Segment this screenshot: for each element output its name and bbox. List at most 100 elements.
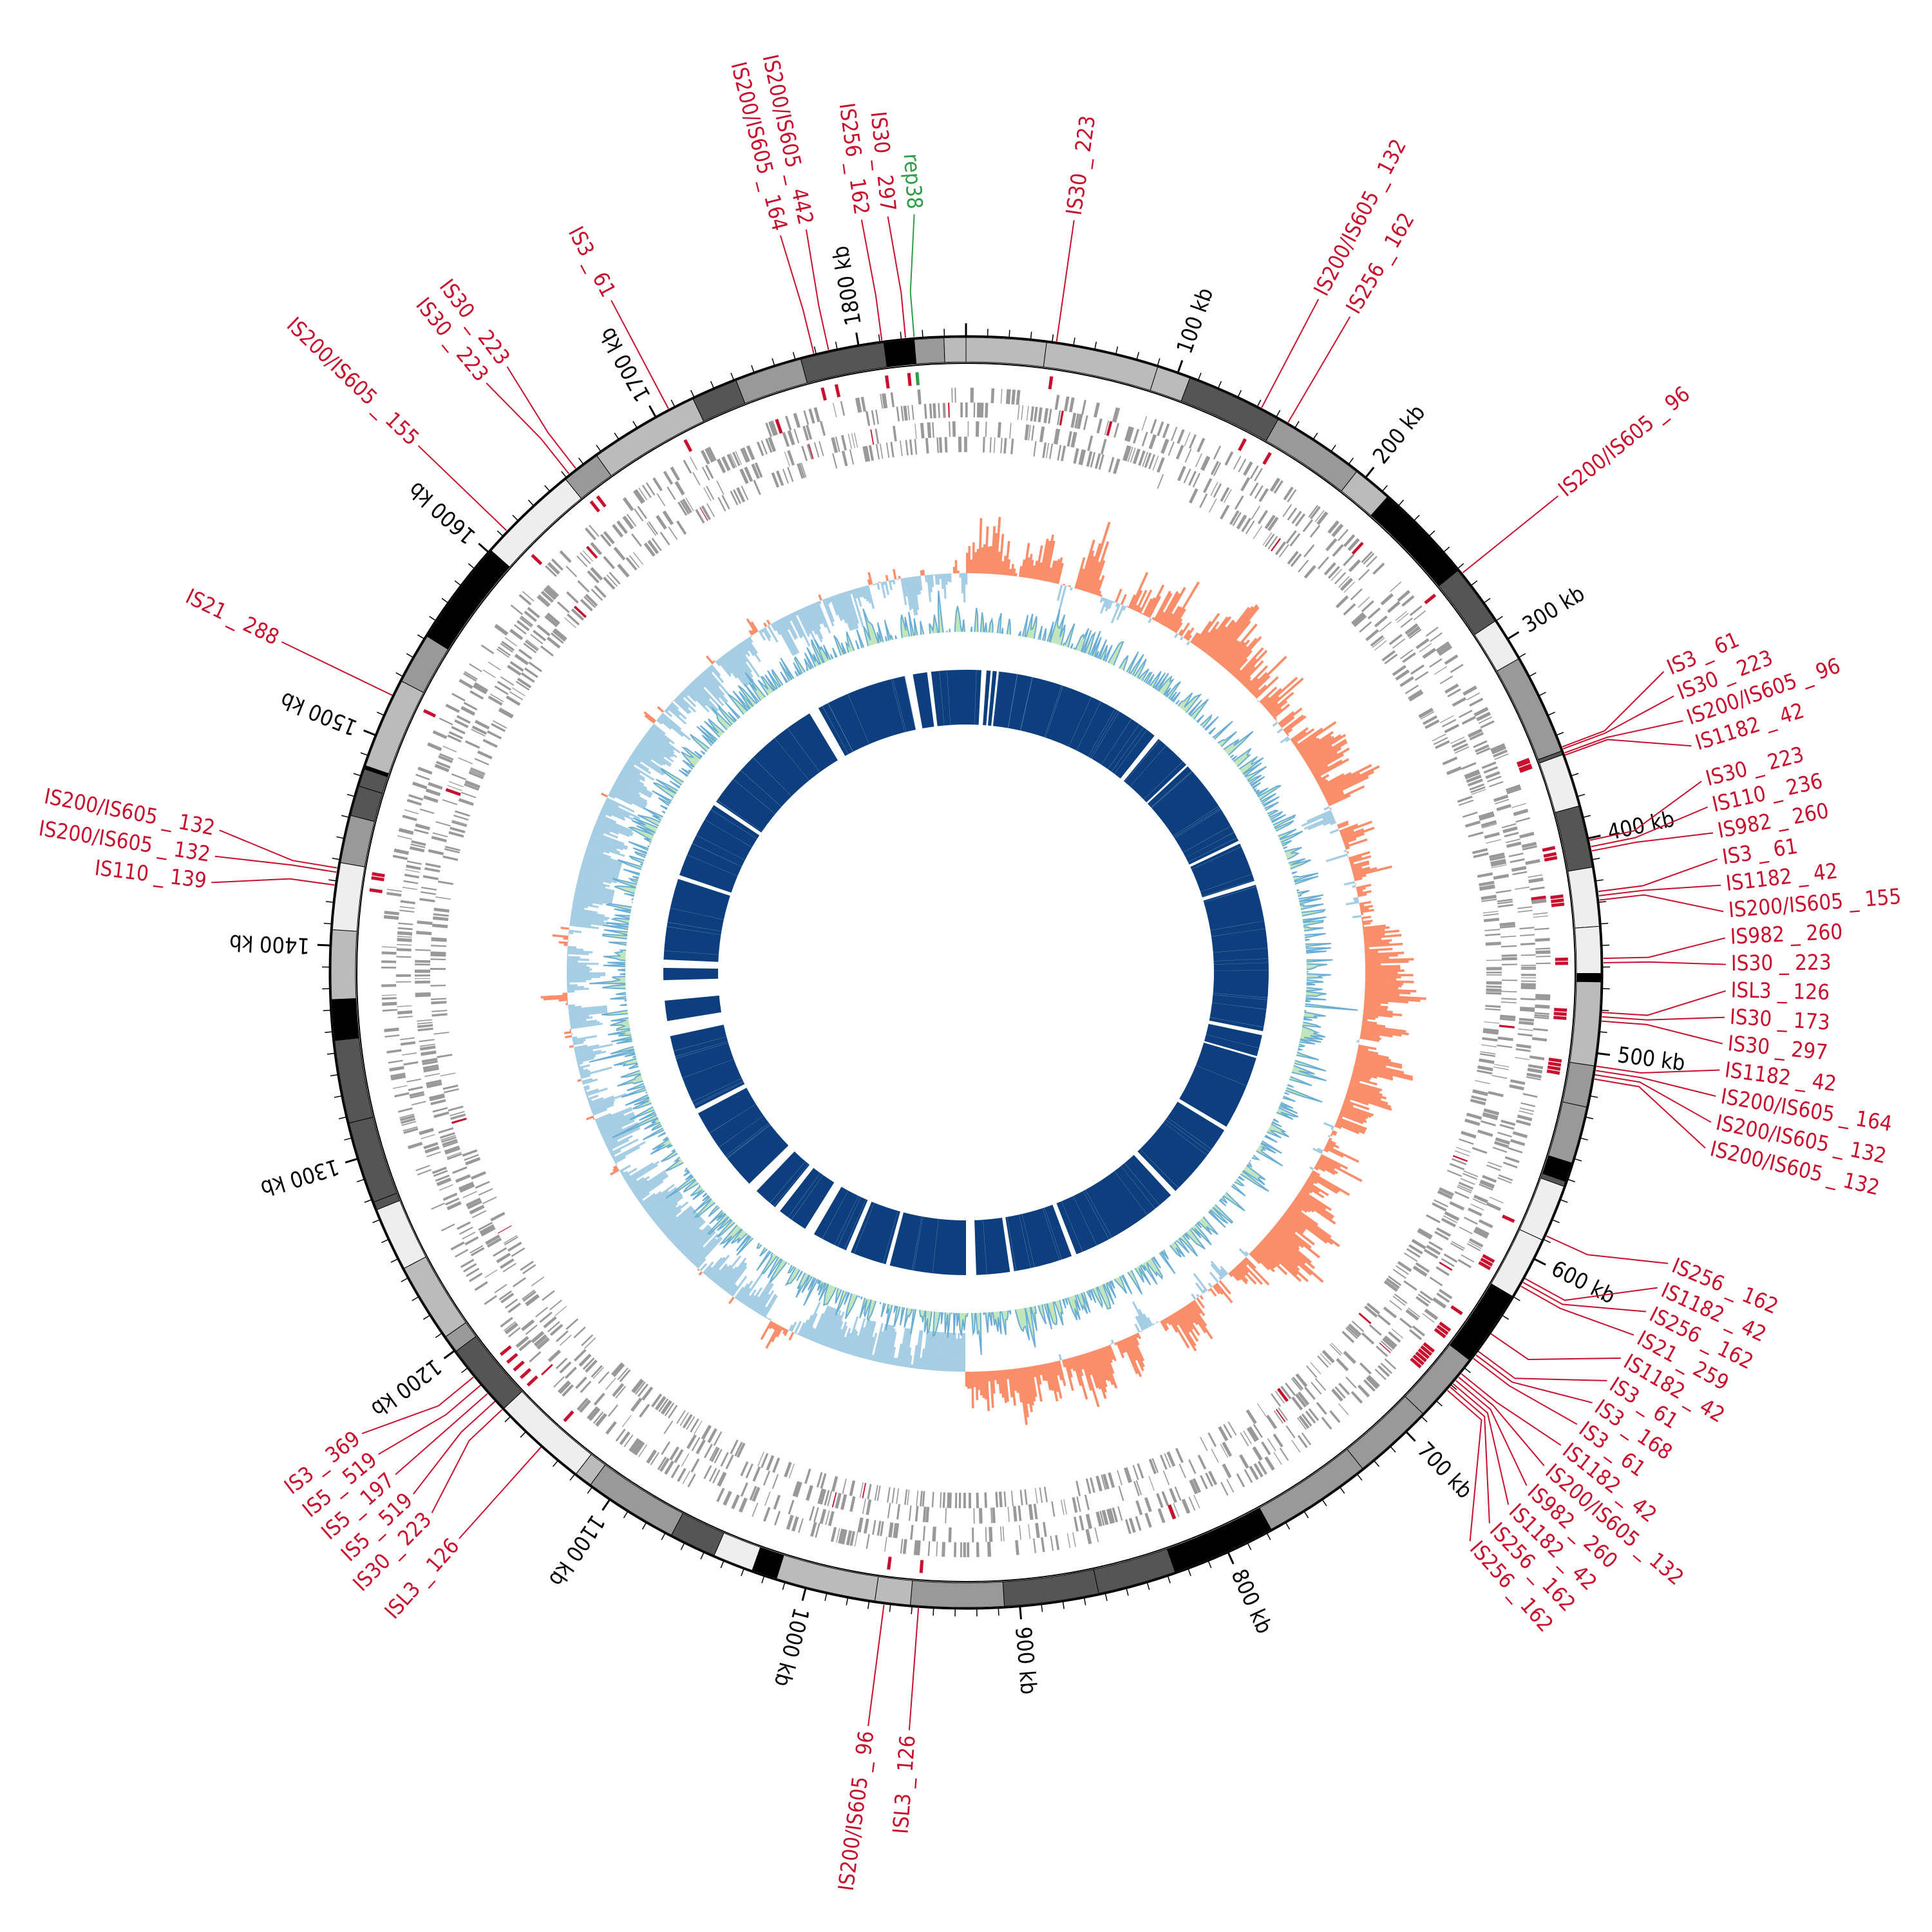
gene-feature — [1179, 1463, 1186, 1479]
gene-feature — [459, 1226, 473, 1235]
gene-feature — [1481, 820, 1497, 828]
gc-skew-bar — [707, 667, 714, 674]
gc-skew-bar — [583, 1086, 591, 1091]
gene-feature — [1519, 1110, 1534, 1115]
gene-feature — [1473, 1194, 1489, 1204]
gene-feature — [1063, 1499, 1067, 1515]
gene-feature — [1470, 1203, 1484, 1211]
gc-skew-bar — [611, 1150, 621, 1157]
gene-feature — [723, 1490, 732, 1506]
gene-feature — [1501, 954, 1517, 957]
gene-feature — [1418, 707, 1434, 718]
gc-skew-bar — [1160, 1320, 1168, 1332]
gene-feature — [700, 450, 710, 465]
gene-feature — [1090, 451, 1096, 468]
gene-feature — [920, 1490, 923, 1507]
gene-feature — [875, 444, 880, 460]
gc-skew-bar — [569, 925, 570, 928]
gene-feature — [1210, 482, 1218, 497]
gene-feature — [386, 1049, 402, 1054]
gc-skew-bar — [799, 608, 818, 645]
gene-feature — [1072, 432, 1077, 448]
gc-skew-bar — [1347, 1090, 1388, 1105]
gene-feature — [1399, 676, 1414, 687]
gc-skew-bar — [750, 635, 752, 638]
element-marker — [596, 495, 607, 508]
gene-feature — [1267, 516, 1279, 531]
gene-feature — [757, 1452, 764, 1466]
gc-skew-bar — [1246, 677, 1259, 690]
gc-skew-bar — [577, 1079, 582, 1083]
element-marker — [907, 372, 912, 386]
gene-feature — [384, 911, 399, 916]
gc-skew-bar — [1290, 727, 1309, 741]
gene-feature — [851, 433, 856, 449]
gene-feature — [564, 1367, 577, 1379]
gc-skew-bar — [1361, 1028, 1402, 1037]
gc-skew-bar — [1094, 579, 1101, 595]
element-leader-line — [1458, 1376, 1545, 1466]
gene-feature — [396, 974, 412, 977]
gc-skew-bar — [652, 1196, 683, 1222]
gene-feature — [1515, 817, 1531, 823]
gc-skew-bar — [558, 941, 568, 944]
gene-feature — [433, 1111, 450, 1118]
gc-skew-bar — [820, 1308, 837, 1345]
gc-skew-bar — [620, 1170, 625, 1175]
gene-feature — [1072, 1497, 1078, 1513]
gc-skew-bar — [625, 761, 655, 781]
gc-skew-bar — [1365, 980, 1414, 983]
gene-feature — [784, 451, 790, 467]
gene-feature — [1377, 1314, 1391, 1326]
gc-skew-bar — [627, 1179, 638, 1187]
gene-feature — [1501, 980, 1517, 981]
gene-feature — [736, 487, 746, 503]
gc-skew-bar — [1334, 1124, 1342, 1130]
gc-skew-bar — [1189, 1302, 1208, 1327]
gene-feature — [400, 1037, 415, 1041]
gene-feature — [1351, 612, 1364, 624]
gc-skew-bar — [1347, 855, 1349, 858]
gene-feature — [802, 426, 810, 441]
gene-feature — [1279, 1447, 1289, 1461]
gc-skew-bar — [1177, 1310, 1199, 1342]
gc-skew-bar — [853, 1318, 866, 1356]
gene-feature — [694, 1420, 703, 1435]
gc-skew-bar — [1012, 1368, 1017, 1391]
gc-skew-bar — [947, 573, 950, 582]
gc-skew-bar — [1014, 573, 1018, 577]
gene-feature — [381, 994, 397, 996]
gc-skew-bar — [1095, 1349, 1108, 1381]
gc-skew-bar — [1058, 1354, 1063, 1361]
gc-skew-bar — [1307, 1177, 1318, 1184]
gene-feature — [565, 1318, 579, 1331]
gene-feature — [960, 1542, 962, 1557]
gc-skew-bar — [1237, 1264, 1257, 1285]
gc-skew-bar — [612, 1141, 646, 1160]
gene-feature — [576, 555, 588, 567]
gene-feature — [1192, 473, 1200, 488]
element-marker — [1502, 1215, 1515, 1223]
gene-feature — [431, 1009, 448, 1012]
gene-feature — [1466, 1112, 1482, 1120]
gene-feature — [474, 1281, 488, 1291]
gene-feature — [397, 1107, 413, 1113]
gc-skew-bar — [1170, 581, 1200, 630]
gene-feature — [435, 821, 451, 827]
gc-skew-bar — [1362, 922, 1371, 925]
gene-feature — [1508, 1147, 1523, 1154]
element-marker — [1546, 1069, 1560, 1075]
gc-skew-bar — [1358, 893, 1367, 897]
gc-skew-bar — [1198, 621, 1220, 649]
gc-skew-bar — [1021, 559, 1026, 578]
gene-feature — [1141, 416, 1148, 431]
gc-skew-bar — [799, 1319, 809, 1336]
gene-feature — [740, 1482, 748, 1497]
gc-skew-bar — [1244, 679, 1252, 687]
gene-feature — [1531, 901, 1547, 904]
gene-feature — [1478, 716, 1493, 724]
gc-skew-bar — [741, 641, 750, 652]
gc-skew-bar — [674, 1219, 705, 1247]
gc-skew-bar — [1312, 764, 1329, 776]
gc-skew-bar — [1326, 792, 1345, 803]
